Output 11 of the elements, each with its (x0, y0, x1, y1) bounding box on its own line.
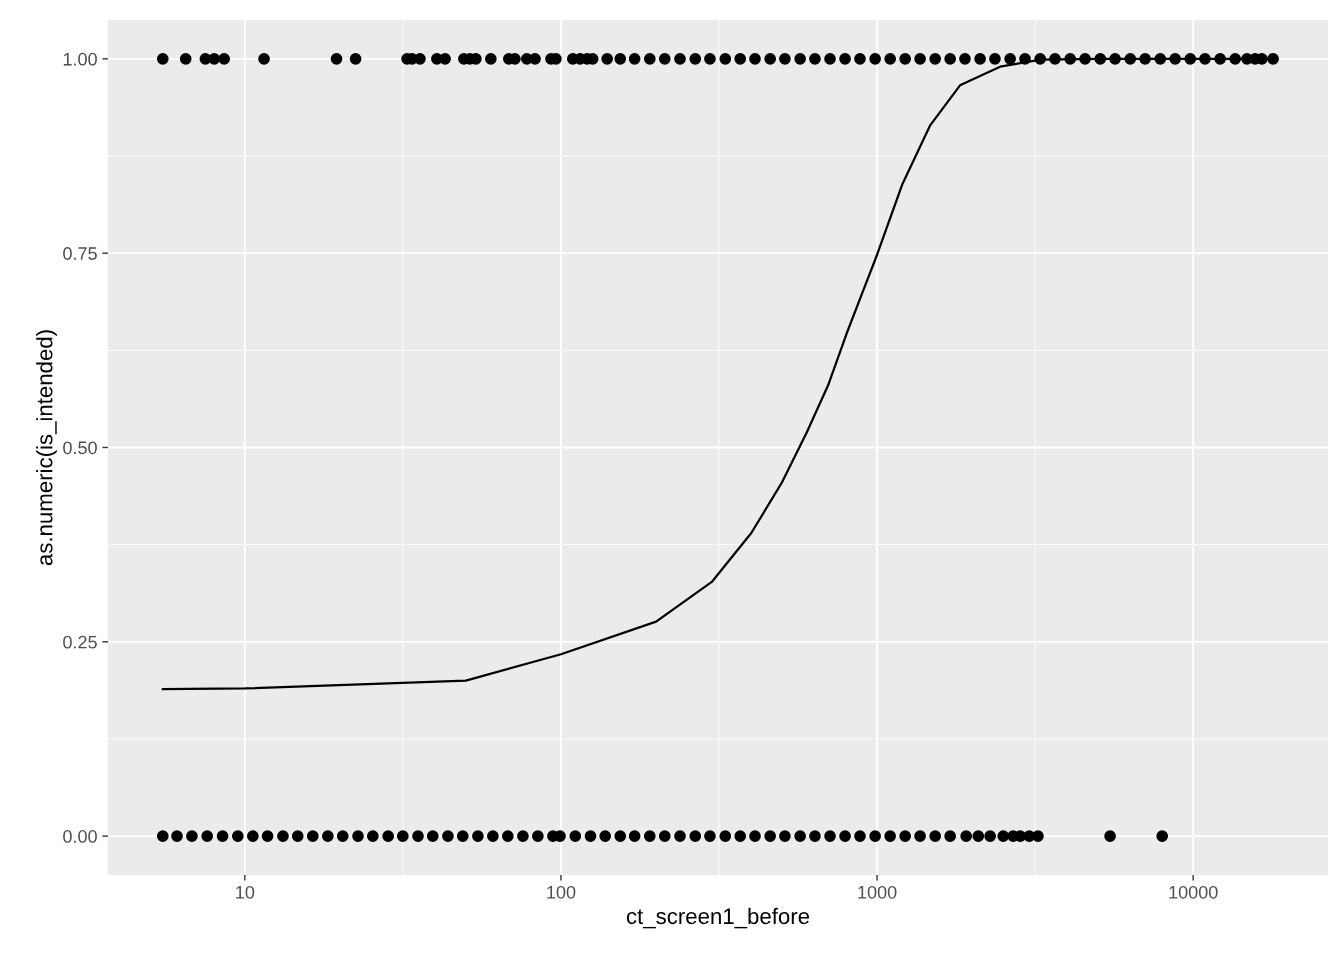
x-tick-label: 10000 (1169, 885, 1218, 899)
x-axis-title: ct_screen1_before (626, 907, 810, 929)
y-tick-label: 0.25 (63, 635, 97, 649)
x-tick-label: 100 (547, 885, 576, 899)
y-tick-label: 0.75 (63, 247, 97, 260)
y-axis-title: as.numeric(is_intended) (36, 330, 57, 566)
y-tick-label: 0.00 (63, 830, 97, 843)
y-tick-label: 1.00 (63, 52, 97, 66)
x-tick-label: 10 (236, 885, 255, 899)
x-tick-label: 1000 (858, 885, 897, 899)
y-tick-label: 0.50 (63, 441, 97, 455)
